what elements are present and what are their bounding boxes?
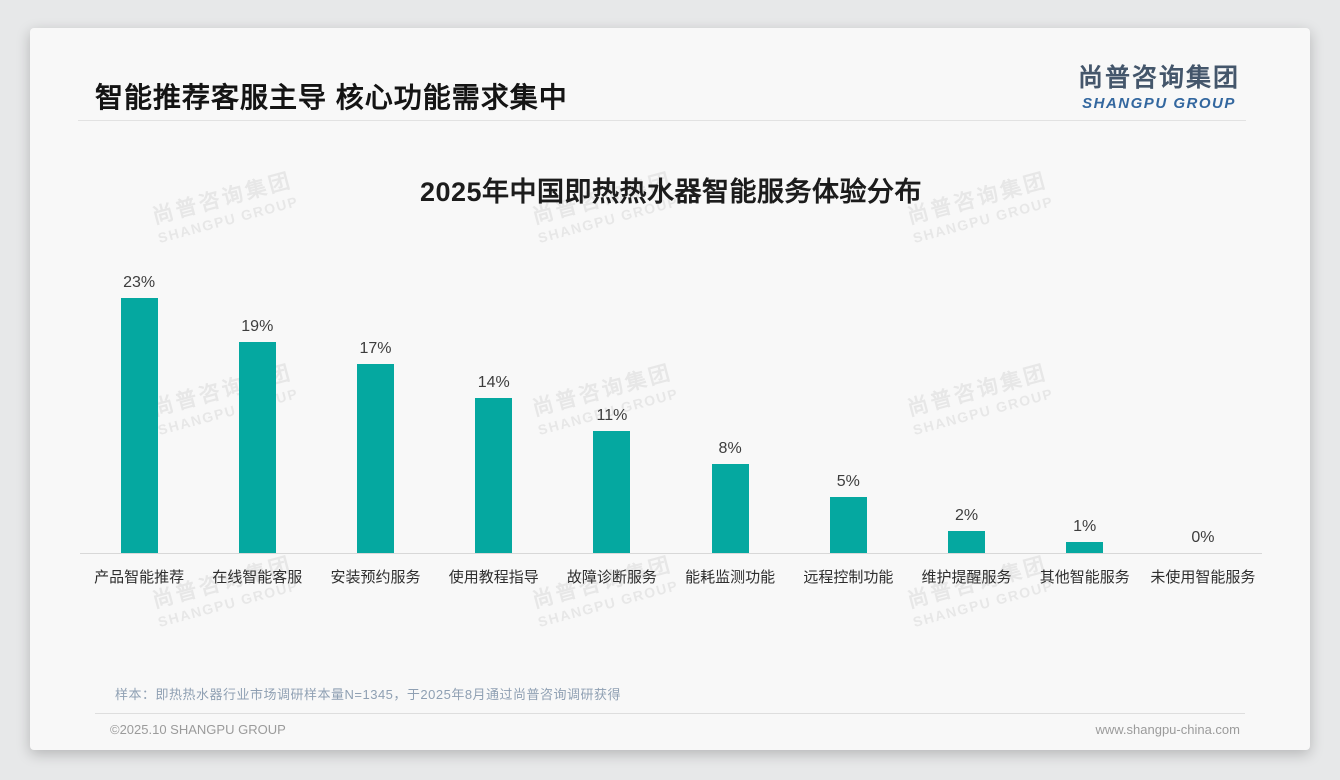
- bar-value-label: 5%: [836, 473, 860, 490]
- bar-slot: 0%: [1144, 529, 1262, 553]
- category-label: 安装预约服务: [330, 569, 421, 586]
- bar: [593, 431, 631, 553]
- category-label: 在线智能客服: [212, 569, 303, 586]
- footer-divider: [95, 713, 1245, 714]
- copyright-text: ©2025.10 SHANGPU GROUP: [110, 722, 286, 737]
- sample-footnote: 样本：即热热水器行业市场调研样本量N=1345，于2025年8月通过尚普咨询调研…: [115, 687, 622, 702]
- bar: [238, 342, 276, 553]
- slide-card: 尚普咨询集团 SHANGPU GROUP 尚普咨询集团 SHANGPU GROUP 尚普…: [30, 28, 1310, 750]
- bar-value-label: 0%: [1191, 529, 1215, 546]
- company-logo: 尚普咨询集团 SHANGPU GROUP: [1078, 58, 1240, 112]
- bar: [948, 531, 986, 553]
- bar-slot: 8%: [671, 440, 789, 553]
- logo-chinese-text: 尚普咨询集团: [1077, 64, 1240, 92]
- bar: [711, 464, 749, 553]
- bar-slot: 5%: [789, 473, 907, 553]
- bar-value-label: 1%: [1073, 518, 1097, 535]
- logo-english-text: SHANGPU GROUP: [1082, 95, 1236, 112]
- bar-slot: 14%: [435, 374, 553, 553]
- website-url: www.shangpu-china.com: [1095, 722, 1240, 737]
- header-divider: [78, 120, 1246, 121]
- category-label: 产品智能推荐: [94, 569, 185, 586]
- bar-value-label: 14%: [477, 374, 510, 391]
- bar-value-label: 17%: [359, 340, 392, 357]
- category-label: 其他智能服务: [1039, 569, 1130, 586]
- chart-category-axis: 产品智能推荐 在线智能客服 安装预约服务 使用教程指导 故障诊断服务 能耗监测功能 远程控制…: [80, 554, 1262, 587]
- bar: [357, 364, 394, 553]
- bar-slot: 23%: [80, 274, 198, 553]
- bar: [1066, 542, 1104, 553]
- category-label: 能耗监测功能: [685, 569, 776, 586]
- bar-value-label: 19%: [241, 318, 274, 335]
- bar-value-label: 2%: [954, 507, 979, 524]
- bar-value-label: 11%: [596, 407, 628, 424]
- category-label: 故障诊断服务: [566, 569, 657, 586]
- bar-slot: 19%: [198, 318, 316, 553]
- bar: [475, 398, 513, 553]
- bar-slot: 1%: [1026, 518, 1144, 553]
- bar-value-label: 23%: [123, 274, 156, 291]
- bar-value-label: 8%: [718, 440, 742, 457]
- chart-plot-area: 23% 19% 17% 14% 11% 8% 5% 2% 1% 0%: [80, 261, 1262, 554]
- chart-title: 2025年中国即热热水器智能服务体验分布: [419, 177, 923, 207]
- slide-title: 智能推荐客服主导 核心功能需求集中: [95, 82, 568, 113]
- bar-slot: 11%: [553, 407, 671, 553]
- bar: [829, 497, 867, 553]
- category-label: 使用教程指导: [448, 569, 539, 586]
- bar-chart: 23% 19% 17% 14% 11% 8% 5% 2% 1% 0% 产品智能推荐 在线智能客服 安装…: [80, 261, 1262, 587]
- bar-slot: 17%: [316, 340, 434, 553]
- category-label: 未使用智能服务: [1150, 569, 1256, 586]
- category-label: 远程控制功能: [803, 569, 894, 586]
- category-label: 维护提醒服务: [921, 569, 1012, 586]
- bar-slot: 2%: [907, 507, 1025, 553]
- bar: [120, 298, 158, 553]
